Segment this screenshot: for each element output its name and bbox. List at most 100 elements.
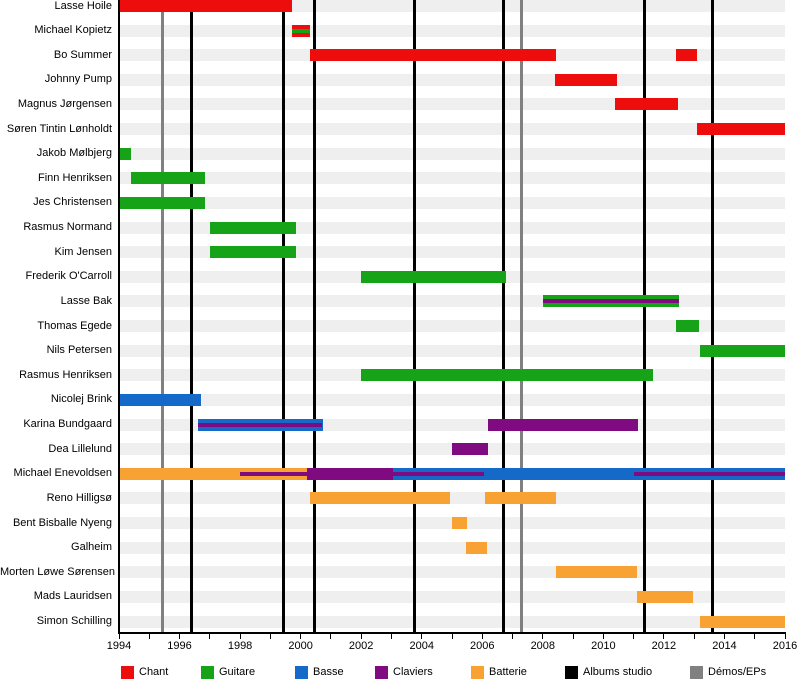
axis-tick xyxy=(421,634,423,639)
member-label: Jakob Mølbjerg xyxy=(36,147,112,160)
axis-tick xyxy=(239,634,241,639)
row-band xyxy=(119,393,785,406)
row-band xyxy=(119,295,785,308)
axis-tick-label: 1998 xyxy=(227,640,253,652)
axis-tick-label: 1994 xyxy=(106,640,132,652)
axis-tick xyxy=(269,634,271,639)
timeline-bar-claviers-stripe xyxy=(392,471,484,476)
legend-label: Guitare xyxy=(219,666,256,678)
member-label: Bent Bisballe Nyeng xyxy=(12,516,112,529)
timeline-bar-basse xyxy=(119,393,201,406)
member-label: Reno Hilligsø xyxy=(46,491,112,504)
timeline-bar-guitare xyxy=(361,369,654,382)
timeline-bar-claviers-stripe xyxy=(240,471,307,476)
legend-label: Claviers xyxy=(393,666,433,678)
timeline-bar-basse xyxy=(392,467,785,480)
member-label: Lasse Bak xyxy=(60,294,112,307)
timeline-bar-claviers xyxy=(306,467,393,480)
member-label: Thomas Egede xyxy=(37,319,112,332)
member-label: Nicolej Brink xyxy=(50,393,112,406)
row-band xyxy=(119,590,785,603)
timeline-bar-guitare xyxy=(131,172,206,185)
timeline-bar-chant xyxy=(554,73,617,86)
legend-swatch-batterie xyxy=(471,666,484,679)
axis-tick xyxy=(723,634,725,639)
member-label: Michael Kopietz xyxy=(34,24,112,37)
axis-tick xyxy=(179,634,181,639)
timeline-bar-guitare xyxy=(676,320,699,333)
timeline-bar-batterie xyxy=(309,492,451,505)
member-label: Kim Jensen xyxy=(54,245,112,258)
row-band xyxy=(119,615,785,628)
axis-tick xyxy=(602,634,604,639)
timeline-bar-chant xyxy=(676,49,698,62)
axis-tick xyxy=(360,634,362,639)
album-studio-line xyxy=(642,0,646,633)
timeline-bar-batterie xyxy=(119,467,307,480)
album-studio-line xyxy=(190,0,194,633)
timeline-bar-guitare xyxy=(119,147,132,160)
y-axis-line xyxy=(118,0,120,634)
row-band xyxy=(119,98,785,111)
legend-swatch-demos xyxy=(690,666,703,679)
row-band xyxy=(119,344,785,357)
axis-tick xyxy=(572,634,574,639)
axis-tick-label: 2002 xyxy=(348,640,374,652)
timeline-bar-chant xyxy=(615,98,678,111)
row-band xyxy=(119,123,785,136)
demo-ep-line xyxy=(161,0,165,633)
demo-ep-line xyxy=(520,0,524,633)
timeline-bar-guitare xyxy=(700,344,785,357)
legend-swatch-chant xyxy=(121,666,134,679)
axis-tick-label: 2004 xyxy=(409,640,434,652)
legend-label: Démos/EPs xyxy=(708,666,767,678)
member-label: Lasse Hoile xyxy=(54,0,112,12)
member-label: Michael Enevoldsen xyxy=(13,467,112,480)
timeline-bar-batterie xyxy=(636,590,693,603)
member-label: Nils Petersen xyxy=(46,344,112,357)
legend-label: Albums studio xyxy=(583,666,653,678)
x-axis-line xyxy=(118,632,786,634)
member-label: Finn Henriksen xyxy=(38,171,112,184)
timeline-bar-guitare-stripe xyxy=(291,28,310,33)
axis-tick xyxy=(754,634,756,639)
legend-swatch-basse xyxy=(295,666,308,679)
axis-tick-label: 2014 xyxy=(712,640,737,652)
axis-tick xyxy=(512,634,514,639)
legend-swatch-guitare xyxy=(201,666,214,679)
timeline-bar-batterie xyxy=(556,566,637,579)
timeline-bar-guitare xyxy=(361,270,507,283)
axis-tick xyxy=(784,634,786,639)
member-label: Magnus Jørgensen xyxy=(17,97,112,110)
legend-swatch-albums xyxy=(565,666,578,679)
axis-tick xyxy=(148,634,150,639)
legend-label: Batterie xyxy=(489,666,527,678)
row-band xyxy=(119,541,785,554)
row-band xyxy=(119,24,785,37)
timeline-bar-claviers xyxy=(452,443,489,456)
row-band xyxy=(119,320,785,333)
axis-tick xyxy=(300,634,302,639)
timeline-bar-guitare xyxy=(209,246,297,259)
axis-tick xyxy=(209,634,211,639)
axis-tick-label: 2012 xyxy=(651,640,677,652)
timeline-bar-claviers-stripe xyxy=(197,422,322,427)
member-label: Morten Løwe Sørensen xyxy=(0,565,115,578)
row-band xyxy=(119,73,785,86)
timeline-bar-chant xyxy=(697,123,785,136)
member-label: Bo Summer xyxy=(53,48,112,61)
row-band xyxy=(119,147,785,160)
axis-tick xyxy=(542,634,544,639)
timeline-bar-claviers-stripe xyxy=(542,299,680,304)
member-label: Rasmus Henriksen xyxy=(19,368,112,381)
axis-tick xyxy=(330,634,332,639)
timeline-bar-chant xyxy=(119,0,292,12)
axis-tick xyxy=(390,634,392,639)
axis-tick-label: 1996 xyxy=(167,640,192,652)
timeline-bar-guitare xyxy=(119,196,206,209)
axis-tick-label: 2010 xyxy=(591,640,616,652)
member-label: Søren Tintin Lønholdt xyxy=(6,122,112,135)
axis-tick-label: 2000 xyxy=(288,640,313,652)
member-label: Rasmus Normand xyxy=(23,221,112,234)
